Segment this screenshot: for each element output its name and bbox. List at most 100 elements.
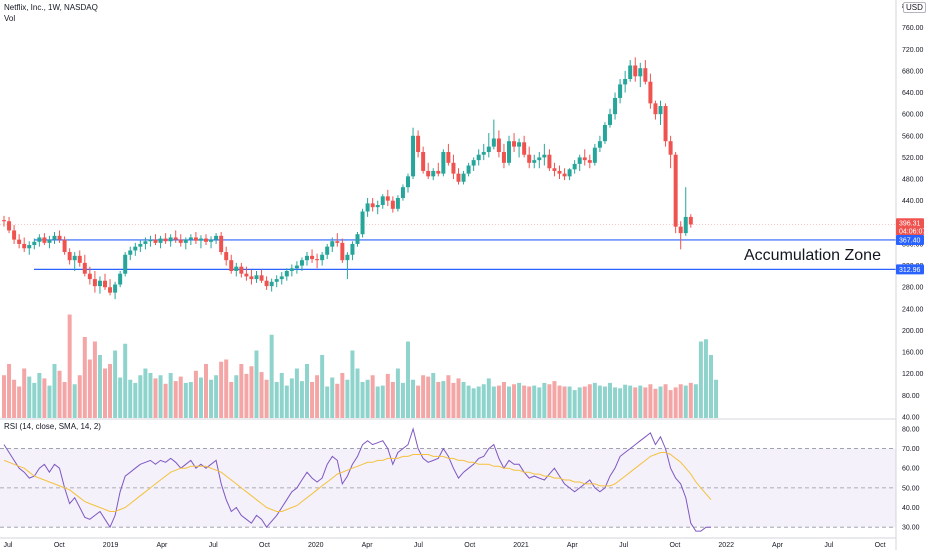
candle-body <box>239 266 244 274</box>
candle-body <box>557 170 562 174</box>
candle-body <box>400 187 405 198</box>
volume-bar <box>400 382 405 418</box>
candle-body <box>153 239 158 243</box>
candle-body <box>491 138 496 147</box>
candle-body <box>380 196 385 206</box>
volume-bar <box>476 386 481 418</box>
volume-bar <box>330 377 335 418</box>
candle-body <box>209 239 214 242</box>
volume-bar <box>209 379 214 418</box>
volume-bar <box>527 386 532 418</box>
volume-bar <box>703 339 708 418</box>
volume-bar <box>390 382 395 418</box>
volume-bar <box>239 364 244 418</box>
volume-bar <box>431 373 436 418</box>
volume-bar <box>27 376 32 418</box>
volume-bar <box>542 382 547 418</box>
volume-bar <box>168 373 173 418</box>
volume-bar <box>709 355 713 418</box>
volume-bar <box>426 376 431 418</box>
candle-body <box>42 237 47 243</box>
candle-body <box>537 157 542 161</box>
volume-bar <box>628 385 633 418</box>
volume-bar <box>335 383 340 418</box>
price-tick-label: 680.00 <box>902 68 924 75</box>
candle-body <box>123 254 128 274</box>
volume-bar <box>163 383 168 418</box>
price-tick-label: 120.00 <box>902 371 924 378</box>
volume-bar <box>128 379 133 418</box>
volume-bar <box>12 379 17 418</box>
candle-body <box>269 281 274 287</box>
candle-body <box>315 259 320 261</box>
volume-bar <box>577 387 582 418</box>
candlesticks <box>2 57 693 300</box>
volume-bar <box>325 386 330 418</box>
candle-body <box>486 146 491 153</box>
volume-bar <box>244 373 249 418</box>
volume-bar <box>375 386 380 418</box>
volume-bar <box>618 388 623 418</box>
time-tick-label: 2019 <box>103 542 119 549</box>
candle-body <box>395 197 400 209</box>
volume-bar <box>289 378 294 418</box>
candle-body <box>219 235 224 253</box>
candle-body <box>426 170 431 177</box>
volume-bar <box>496 385 501 418</box>
volume-bar <box>47 385 52 418</box>
volume-bar <box>22 368 27 418</box>
time-tick-label: Oct <box>259 542 270 549</box>
volume-bar <box>421 375 426 418</box>
volume-bar <box>138 375 143 418</box>
volume-bar <box>198 377 203 418</box>
candle-body <box>431 170 436 177</box>
volume-bar <box>269 334 274 418</box>
candle-body <box>496 138 501 153</box>
volume-bar <box>411 379 416 418</box>
rsi-sma-line <box>3 452 712 512</box>
candle-body <box>330 241 335 247</box>
volume-bar <box>547 384 552 418</box>
currency-button[interactable]: USD <box>903 2 926 13</box>
candle-body <box>87 273 92 280</box>
volume-bar <box>113 350 118 418</box>
candle-body <box>547 154 552 169</box>
candle-body <box>52 235 57 240</box>
volume-bar <box>507 386 511 418</box>
volume-bar <box>698 341 703 418</box>
candle-body <box>416 135 421 153</box>
price-tick-label: 40.00 <box>902 415 920 422</box>
candle-body <box>618 84 623 98</box>
volume-bar <box>108 364 113 418</box>
candle-body <box>466 165 471 174</box>
volume-bar <box>658 386 663 418</box>
volume-bar <box>32 382 37 418</box>
volume-bar <box>663 384 668 418</box>
volume-bar <box>204 364 208 418</box>
volume-bar <box>153 378 158 418</box>
candle-body <box>673 154 678 227</box>
candle-body <box>375 205 380 208</box>
time-tick-label: 2021 <box>513 542 529 549</box>
volume-bar <box>552 381 557 418</box>
candle-body <box>178 239 183 243</box>
volume-bar <box>234 375 239 418</box>
candle-body <box>517 142 522 147</box>
price-tick-label: 640.00 <box>902 90 924 97</box>
candle-body <box>305 255 309 261</box>
time-tick-label: Apr <box>567 542 579 549</box>
candle-body <box>365 203 370 212</box>
accumulation-zone <box>0 224 896 270</box>
candle-body <box>678 226 683 234</box>
candle-body <box>623 79 628 85</box>
volume-bar <box>683 385 688 418</box>
volume-bar <box>456 378 461 418</box>
candle-body <box>608 114 612 125</box>
volume-bar <box>678 384 683 418</box>
candle-body <box>421 152 426 171</box>
volume-bar <box>264 379 269 418</box>
volume-bar <box>254 350 259 418</box>
volume-bar <box>693 384 698 418</box>
candle-body <box>67 252 72 261</box>
price-tick-label: 560.00 <box>902 133 924 140</box>
